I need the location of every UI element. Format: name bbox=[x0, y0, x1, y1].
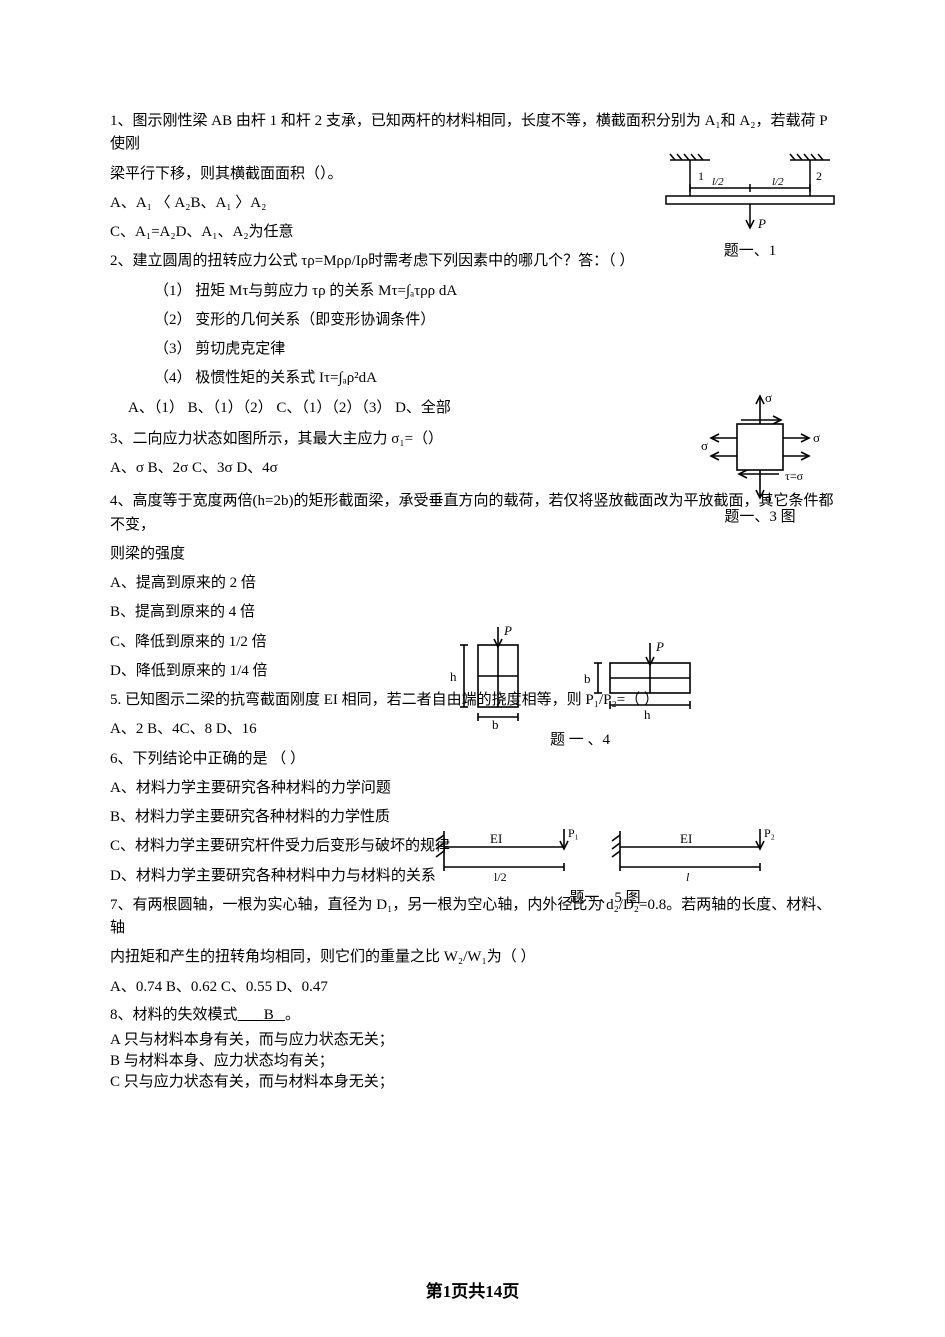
span2-label: l/2 bbox=[772, 176, 784, 188]
page: 1、图示刚性梁 AB 由杆 1 和杆 2 支承，已知两杆的材料相同，长度不等，横… bbox=[0, 0, 945, 1337]
sigma-left: σ bbox=[701, 438, 708, 453]
ei1-label: EI bbox=[490, 831, 502, 846]
q4-line2: 则梁的强度 bbox=[110, 543, 845, 566]
q5-figure-caption: 题一、5 图 bbox=[430, 887, 780, 910]
q7-opts: A、0.74 B、0.62 C、0.55 D、0.47 bbox=[110, 976, 845, 999]
span1-label: l/2 bbox=[712, 176, 724, 188]
q3-figure-caption: 题一、3 图 bbox=[685, 506, 835, 529]
q8-text: 8、材料的失效模式 B 。 bbox=[110, 1005, 845, 1026]
q2-sub1: （1） 扭矩 Mτ与剪应力 τρ 的关系 Mτ=∫ₐτρρ dA bbox=[154, 280, 845, 303]
sigma-bottom: σ bbox=[765, 490, 772, 505]
b1-label: b bbox=[492, 717, 499, 731]
q2-sub4: （4） 极惯性矩的关系式 Iτ=∫ₐρ²dA bbox=[154, 367, 845, 390]
q6-optA: A、材料力学主要研究各种材料的力学问题 bbox=[110, 777, 845, 800]
page-footer: 第1页共14页 bbox=[0, 1279, 945, 1305]
l-label: l bbox=[686, 870, 690, 884]
q8-answer: B bbox=[264, 1007, 274, 1023]
q1-figure: 1 2 l/2 l/2 P 题一、1 bbox=[660, 150, 840, 263]
p2-label: P bbox=[655, 639, 664, 654]
q4-figure: P h b P b h 题 一 、4 bbox=[430, 623, 730, 752]
rod2-label: 2 bbox=[816, 169, 822, 183]
l2-label: l/2 bbox=[494, 870, 507, 884]
q4-optA: A、提高到原来的 2 倍 bbox=[110, 572, 845, 595]
sigma-top: σ bbox=[765, 390, 772, 405]
q8-optB: B 与材料本身、应力状态均有关； bbox=[110, 1051, 845, 1072]
q2-sub2: （2） 变形的几何关系（即变形协调条件） bbox=[154, 309, 845, 332]
p2-label: P₂ bbox=[764, 826, 775, 840]
p1-label: P bbox=[503, 623, 512, 638]
rod1-label: 1 bbox=[698, 169, 704, 183]
b2-label: b bbox=[584, 671, 591, 686]
load-label: P bbox=[757, 216, 766, 231]
q8-optC: C 只与应力状态有关，而与材料本身无关； bbox=[110, 1072, 845, 1093]
p1-label: P₁ bbox=[568, 826, 579, 840]
q5-figure: EI P₁ l/2 EI P₂ l 题一、5 图 bbox=[430, 825, 780, 910]
q2-sub3: （3） 剪切虎克定律 bbox=[154, 338, 845, 361]
tau-label: τ=σ bbox=[785, 469, 804, 483]
ei2-label: EI bbox=[680, 831, 692, 846]
q3-figure: σ σ σ σ τ=σ 题一、3 图 bbox=[685, 388, 835, 529]
h1-label: h bbox=[450, 669, 457, 684]
q8-optA: A 只与材料本身有关，而与应力状态无关； bbox=[110, 1030, 845, 1051]
q4-optB: B、提高到原来的 4 倍 bbox=[110, 601, 845, 624]
q1-figure-caption: 题一、1 bbox=[660, 240, 840, 263]
h2-label: h bbox=[644, 707, 651, 722]
q4-figure-caption: 题 一 、4 bbox=[430, 729, 730, 752]
sigma-right: σ bbox=[813, 430, 820, 445]
q7-line2: 内扭矩和产生的扭转角均相同，则它们的重量之比 W₂/W₁为（ ） bbox=[110, 946, 845, 969]
